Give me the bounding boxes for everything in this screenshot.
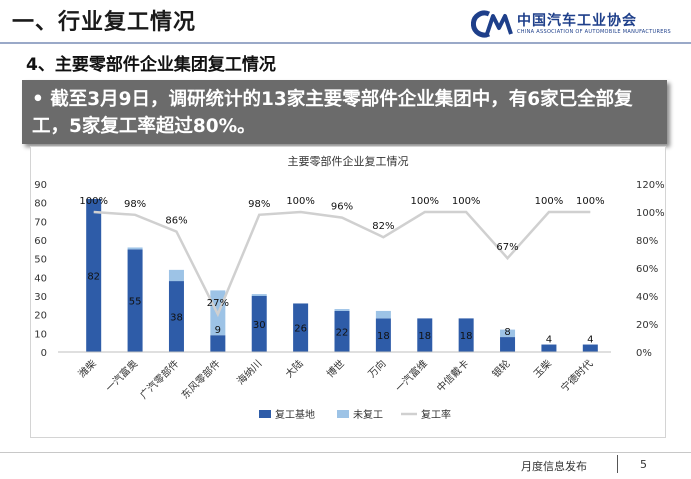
rate-data-label: 96% — [331, 202, 353, 213]
rate-data-label: 86% — [165, 216, 187, 227]
bar-resumed — [541, 344, 557, 352]
y-axis-tick-label: 0 — [41, 348, 47, 359]
rate-data-label: 100% — [576, 196, 605, 207]
x-axis-tick-label: 一汽富维 — [392, 357, 429, 394]
bar-data-label: 30 — [253, 320, 266, 331]
y-axis-tick-label: 70 — [34, 217, 47, 228]
bar-data-label: 55 — [129, 297, 142, 308]
bar-resumed — [251, 296, 267, 352]
legend-label-resumed: 复工基地 — [275, 408, 315, 421]
x-axis-tick-label: 玉柴 — [531, 357, 554, 380]
x-axis-tick-label: 博世 — [324, 357, 347, 380]
x-axis-tick-label: 广汽零部件 — [137, 357, 182, 402]
x-axis-tick-label: 万向 — [365, 357, 388, 380]
x-axis-tick-label: 一汽富奥 — [103, 357, 140, 394]
legend-label-rate: 复工率 — [421, 408, 451, 421]
bar-data-label: 22 — [336, 327, 349, 338]
legend-swatch-not-resumed — [337, 410, 349, 418]
y-axis-tick-label: 50 — [34, 255, 47, 266]
banner-bullet: • — [32, 89, 44, 110]
x-axis-tick-label: 银轮 — [489, 357, 512, 380]
bar-not-resumed — [500, 329, 516, 338]
bar-resumed — [458, 318, 474, 352]
chart-container: 主要零部件企业复工情况 0 10 20 30 40 50 60 70 80 90 0% 20% 40% 60… — [30, 146, 666, 438]
bar-resumed — [334, 310, 350, 352]
page-title: 一、行业复工情况 — [12, 10, 197, 35]
legend-swatch-resumed — [259, 410, 271, 418]
banner-text: 截至3月9日，调研统计的13家主要零部件企业集团中，有6家已全部复工，5家复工率… — [32, 89, 633, 137]
rate-data-label: 67% — [496, 242, 518, 253]
rate-data-label: 27% — [207, 298, 229, 309]
rate-data-label: 100% — [410, 196, 439, 207]
bar-resumed — [417, 318, 433, 352]
rate-data-label: 100% — [535, 196, 564, 207]
bar-not-resumed — [168, 269, 184, 282]
chart-svg: 主要零部件企业复工情况 0 10 20 30 40 50 60 70 80 90 0% 20% 40% 60… — [34, 154, 665, 421]
x-axis-tick-label: 大陆 — [282, 357, 305, 380]
x-axis-tick-label: 海纳川 — [234, 357, 264, 387]
bar-resumed — [210, 335, 226, 352]
header-divider — [0, 42, 691, 44]
bar-data-label: 4 — [587, 335, 593, 346]
bar-data-label: 9 — [215, 325, 221, 336]
chart-title: 主要零部件企业复工情况 — [288, 154, 409, 168]
bar-resumed — [500, 337, 516, 352]
y-axis-tick-label: 60 — [34, 236, 47, 247]
rate-data-label: 98% — [248, 199, 270, 210]
bar-data-label: 82 — [87, 271, 100, 282]
logo: 中国汽车工业协会 CHINA ASSOCIATION OF AUTOMOBILE… — [471, 8, 671, 42]
bar-data-label: 18 — [418, 331, 431, 342]
y2-axis-tick-label: 100% — [636, 208, 665, 219]
x-axis-tick-label: 东风零部件 — [178, 357, 223, 402]
y-axis-tick-label: 20 — [34, 311, 47, 322]
bar-resumed — [168, 281, 184, 352]
y-axis-tick-label: 40 — [34, 273, 47, 284]
bar-resumed — [127, 249, 143, 352]
logo-mark-icon — [471, 10, 513, 38]
bar-data-label: 26 — [294, 324, 307, 335]
x-axis-tick-label: 中信戴卡 — [434, 357, 471, 394]
bar-data-label: 18 — [377, 331, 390, 342]
logo-name: 中国汽车工业协会 — [517, 13, 637, 29]
bar-resumed — [293, 303, 309, 352]
bar-data-label: 18 — [460, 331, 473, 342]
y2-axis-tick-label: 0% — [636, 348, 652, 359]
footer-divider — [0, 452, 691, 453]
y-axis-tick-label: 80 — [34, 199, 47, 210]
bar-data-label: 4 — [546, 335, 552, 346]
y-axis-tick-label: 30 — [34, 292, 47, 303]
bar-not-resumed — [127, 247, 143, 250]
y2-axis-tick-label: 20% — [636, 320, 658, 331]
bar-not-resumed — [375, 310, 391, 319]
y-axis-tick-label: 90 — [34, 180, 47, 191]
bar-data-label: 38 — [170, 313, 183, 324]
rate-line — [93, 210, 591, 318]
legend-label-not-resumed: 未复工 — [353, 408, 383, 421]
bar-resumed — [86, 198, 102, 352]
y2-axis-tick-label: 120% — [636, 180, 665, 191]
rate-data-label: 100% — [452, 196, 481, 207]
rate-data-label: 82% — [372, 221, 394, 232]
y2-axis-tick-label: 40% — [636, 292, 658, 303]
x-axis-tick-label: 宁德时代 — [558, 357, 595, 394]
section-title: 4、主要零部件企业集团复工情况 — [26, 55, 276, 75]
rate-data-label: 100% — [79, 196, 108, 207]
logo-subtitle: CHINA ASSOCIATION OF AUTOMOBILE MANUFACT… — [517, 29, 671, 35]
bar-not-resumed — [251, 294, 267, 296]
rate-data-label: 100% — [286, 196, 315, 207]
bar-data-label: 8 — [504, 327, 510, 338]
y2-axis-tick-label: 60% — [636, 264, 658, 275]
rate-data-label: 98% — [124, 199, 146, 210]
footer-separator — [617, 455, 618, 473]
summary-banner: • 截至3月9日，调研统计的13家主要零部件企业集团中，有6家已全部复工，5家复… — [22, 80, 667, 144]
y2-axis-tick-label: 80% — [636, 236, 658, 247]
y-axis-tick-label: 10 — [34, 329, 47, 340]
bar-resumed — [375, 318, 391, 352]
bar-not-resumed — [334, 309, 350, 311]
bar-resumed — [582, 344, 598, 352]
x-axis-tick-label: 潍柴 — [75, 357, 98, 380]
footer-label: 月度信息发布 — [521, 460, 587, 473]
page-number: 5 — [640, 458, 647, 471]
